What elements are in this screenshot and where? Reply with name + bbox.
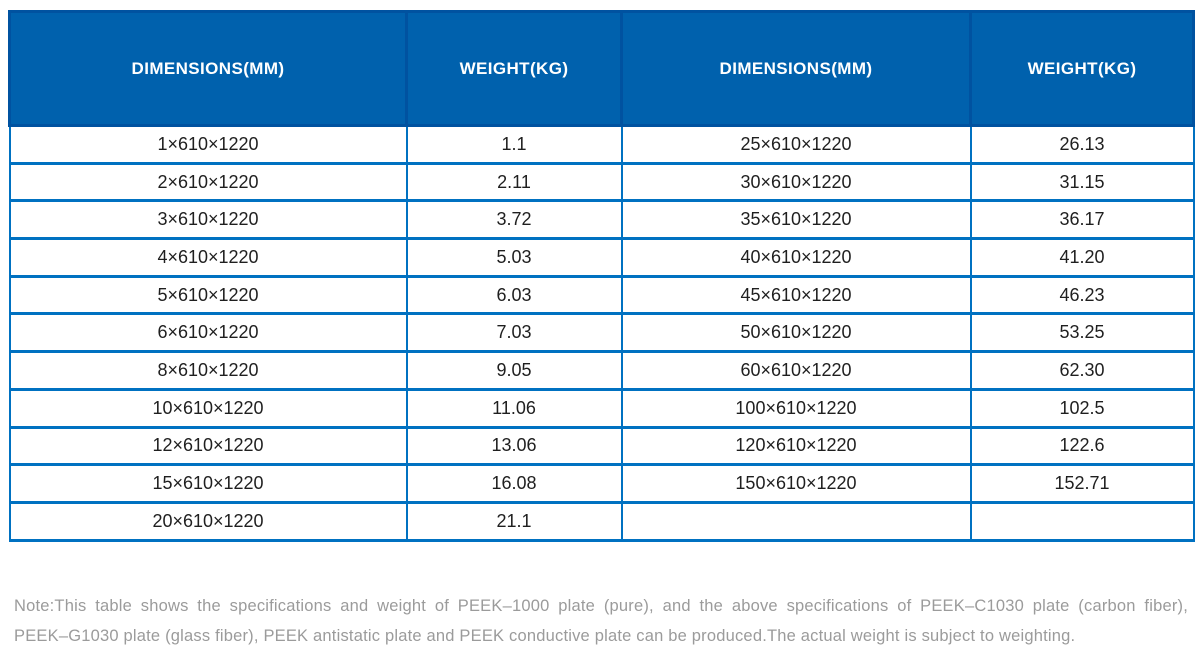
table-row: 3×610×1220 3.72 35×610×1220 36.17 xyxy=(8,199,1195,241)
dimensions-cell: 3×610×1220 xyxy=(8,199,408,241)
weight-cell: 21.1 xyxy=(405,501,623,542)
dimensions-cell: 150×610×1220 xyxy=(620,463,972,504)
dimensions-cell: 35×610×1220 xyxy=(620,199,972,241)
dimensions-cell: 20×610×1220 xyxy=(8,501,408,542)
weight-cell: 36.17 xyxy=(969,199,1195,241)
table-row: 2×610×1220 2.11 30×610×1220 31.15 xyxy=(8,162,1195,203)
header-dimensions-left: DIMENSIONS(MM) xyxy=(8,10,408,127)
table-row: 12×610×1220 13.06 120×610×1220 122.6 xyxy=(8,426,1195,467)
weight-cell: 11.06 xyxy=(405,388,623,429)
dimensions-cell: 12×610×1220 xyxy=(8,426,408,467)
weight-cell: 3.72 xyxy=(405,199,623,241)
dimensions-cell: 60×610×1220 xyxy=(620,350,972,391)
table-row: 4×610×1220 5.03 40×610×1220 41.20 xyxy=(8,237,1195,278)
table-row: 8×610×1220 9.05 60×610×1220 62.30 xyxy=(8,350,1195,391)
table-row: 15×610×1220 16.08 150×610×1220 152.71 xyxy=(8,463,1195,504)
dimensions-cell: 15×610×1220 xyxy=(8,463,408,504)
weight-cell: 46.23 xyxy=(969,275,1195,316)
note: Note:This table shows the specifications… xyxy=(14,591,1188,648)
table-row: 10×610×1220 11.06 100×610×1220 102.5 xyxy=(8,388,1195,429)
table-header: DIMENSIONS(MM) WEIGHT(KG) DIMENSIONS(MM)… xyxy=(8,10,1195,127)
weight-cell: 62.30 xyxy=(969,350,1195,391)
weight-cell: 102.5 xyxy=(969,388,1195,429)
dimensions-cell: 25×610×1220 xyxy=(620,124,972,165)
table-row: 6×610×1220 7.03 50×610×1220 53.25 xyxy=(8,312,1195,354)
spec-table: DIMENSIONS(MM) WEIGHT(KG) DIMENSIONS(MM)… xyxy=(8,10,1195,542)
note-line-2: PEEK–G1030 plate (glass fiber), PEEK ant… xyxy=(14,627,1076,645)
weight-cell: 9.05 xyxy=(405,350,623,391)
dimensions-cell: 2×610×1220 xyxy=(8,162,408,203)
dimensions-cell: 30×610×1220 xyxy=(620,162,972,203)
weight-cell: 6.03 xyxy=(405,275,623,316)
weight-cell: 152.71 xyxy=(969,463,1195,504)
weight-cell: 13.06 xyxy=(405,426,623,467)
table-row: 1×610×1220 1.1 25×610×1220 26.13 xyxy=(8,124,1195,165)
weight-cell: 122.6 xyxy=(969,426,1195,467)
weight-cell: 26.13 xyxy=(969,124,1195,165)
table-row: 5×610×1220 6.03 45×610×1220 46.23 xyxy=(8,275,1195,316)
weight-cell: 53.25 xyxy=(969,312,1195,354)
dimensions-cell: 40×610×1220 xyxy=(620,237,972,278)
dimensions-cell: 120×610×1220 xyxy=(620,426,972,467)
header-row: DIMENSIONS(MM) WEIGHT(KG) DIMENSIONS(MM)… xyxy=(8,10,1195,127)
weight-cell xyxy=(969,501,1195,542)
weight-cell: 2.11 xyxy=(405,162,623,203)
weight-cell: 5.03 xyxy=(405,237,623,278)
weight-cell: 16.08 xyxy=(405,463,623,504)
dimensions-cell: 4×610×1220 xyxy=(8,237,408,278)
weight-cell: 1.1 xyxy=(405,124,623,165)
dimensions-cell: 100×610×1220 xyxy=(620,388,972,429)
dimensions-cell: 1×610×1220 xyxy=(8,124,408,165)
header-weight-left: WEIGHT(KG) xyxy=(405,10,623,127)
dimensions-cell: 50×610×1220 xyxy=(620,312,972,354)
dimensions-cell: 8×610×1220 xyxy=(8,350,408,391)
note-line-1: Note:This table shows the specifications… xyxy=(14,597,1188,615)
dimensions-cell: 5×610×1220 xyxy=(8,275,408,316)
header-dimensions-right: DIMENSIONS(MM) xyxy=(620,10,972,127)
weight-cell: 7.03 xyxy=(405,312,623,354)
table-row: 20×610×1220 21.1 xyxy=(8,501,1195,542)
table-body: 1×610×1220 1.1 25×610×1220 26.13 2×610×1220 2… xyxy=(8,124,1195,542)
weight-cell: 41.20 xyxy=(969,237,1195,278)
weight-cell: 31.15 xyxy=(969,162,1195,203)
dimensions-cell: 6×610×1220 xyxy=(8,312,408,354)
dimensions-cell: 45×610×1220 xyxy=(620,275,972,316)
dimensions-cell xyxy=(620,501,972,542)
header-weight-right: WEIGHT(KG) xyxy=(969,10,1195,127)
dimensions-cell: 10×610×1220 xyxy=(8,388,408,429)
